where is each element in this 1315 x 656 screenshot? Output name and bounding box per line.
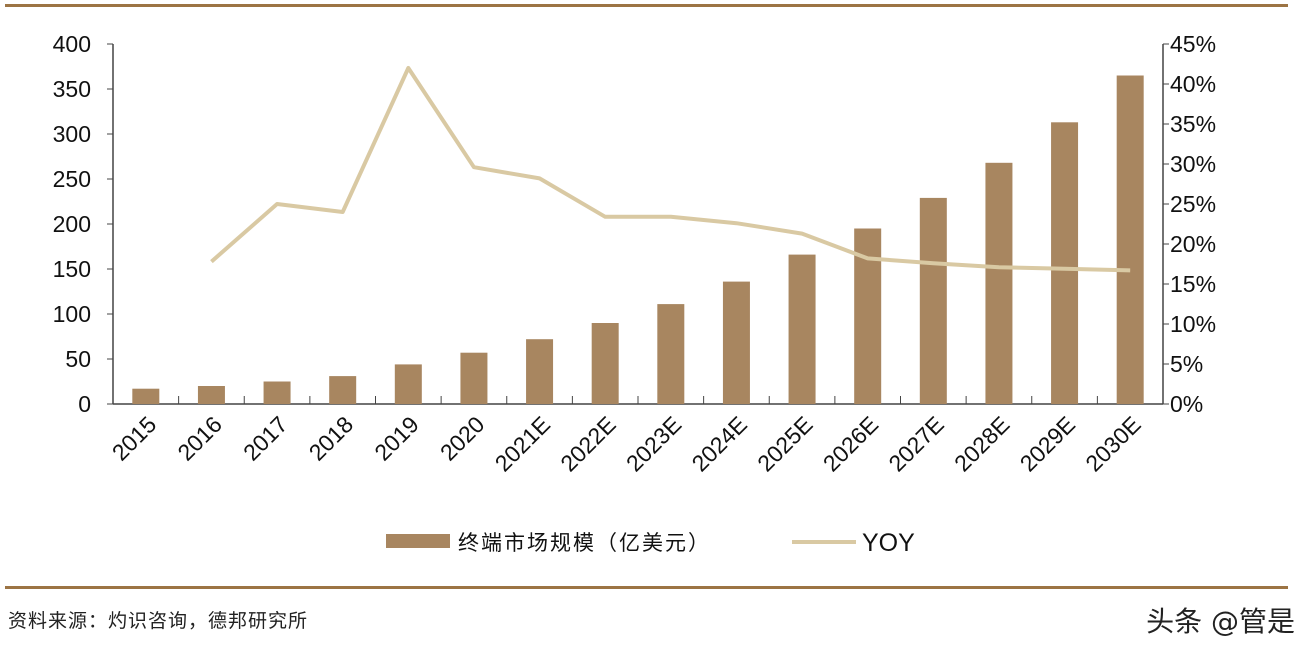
- x-tick-label: 2019: [369, 411, 424, 466]
- x-tick-label: 2024E: [687, 411, 752, 476]
- x-tick-label: 2025E: [752, 411, 817, 476]
- legend-label-line: YOY: [862, 529, 915, 557]
- bar: [919, 197, 947, 404]
- x-tick-label: 2017: [238, 411, 293, 466]
- source-note: 资料来源：灼识咨询，德邦研究所: [8, 610, 309, 632]
- top-rule: [5, 4, 1288, 7]
- bar: [657, 304, 685, 404]
- left-tick-label: 250: [53, 166, 91, 192]
- bar: [1051, 122, 1079, 405]
- watermark: 头条 @管是: [1146, 605, 1295, 638]
- bar: [526, 339, 554, 404]
- bar: [460, 352, 488, 404]
- bar: [722, 281, 750, 404]
- left-tick-label: 50: [65, 346, 91, 372]
- bar: [132, 388, 160, 404]
- legend-swatch-bar: [386, 534, 450, 548]
- bar: [329, 376, 357, 404]
- left-tick-label: 150: [53, 256, 91, 282]
- left-tick-label: 0: [78, 391, 91, 417]
- chart: 0 50 100 150 200 250 300 350 400 0% 5% 10% 15% 20% 25%…: [53, 31, 1216, 557]
- x-tick-label: 2018: [304, 411, 359, 466]
- right-tick-label: 10%: [1170, 311, 1216, 337]
- right-tick-label: 25%: [1170, 191, 1216, 217]
- x-tick-label: 2028E: [949, 411, 1014, 476]
- right-tick-label: 45%: [1170, 31, 1216, 57]
- left-tick-label: 100: [53, 301, 91, 327]
- x-tick-label: 2026E: [818, 411, 883, 476]
- bar: [197, 386, 225, 404]
- x-tick-label: 2015: [107, 411, 162, 466]
- x-tick-label: 2023E: [621, 411, 686, 476]
- bar: [1116, 75, 1144, 404]
- right-tick-label: 0%: [1170, 391, 1203, 417]
- right-tick-label: 30%: [1170, 151, 1216, 177]
- right-tick-label: 40%: [1170, 71, 1216, 97]
- bar: [985, 162, 1013, 404]
- left-tick-label: 350: [53, 76, 91, 102]
- bar: [263, 381, 291, 404]
- left-tick-label: 200: [53, 211, 91, 237]
- bar: [788, 254, 816, 404]
- x-tick-label: 2020: [435, 411, 490, 466]
- legend-label-bar: 终端市场规模（亿美元）: [458, 531, 711, 555]
- x-tick-label: 2030E: [1080, 411, 1145, 476]
- x-tick-label: 2027E: [883, 411, 948, 476]
- bar: [591, 323, 619, 404]
- right-tick-label: 35%: [1170, 111, 1216, 137]
- x-tick-label: 2016: [172, 411, 227, 466]
- right-tick-label: 20%: [1170, 231, 1216, 257]
- right-tick-label: 5%: [1170, 351, 1203, 377]
- x-tick-label: 2022E: [555, 411, 620, 476]
- x-tick-label: 2021E: [490, 411, 555, 476]
- left-tick-label: 300: [53, 121, 91, 147]
- right-tick-label: 15%: [1170, 271, 1216, 297]
- left-tick-label: 400: [53, 31, 91, 57]
- bar: [394, 364, 422, 404]
- x-tick-label: 2029E: [1015, 411, 1080, 476]
- bottom-rule: [5, 586, 1288, 589]
